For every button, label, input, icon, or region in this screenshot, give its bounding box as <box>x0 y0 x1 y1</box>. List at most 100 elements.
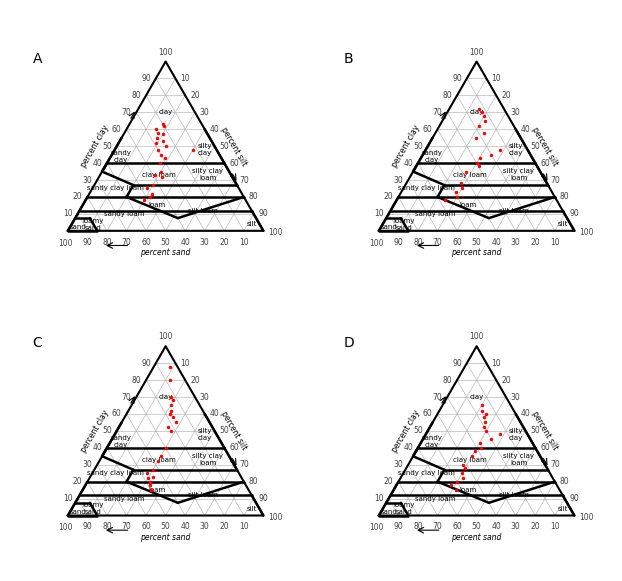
Text: 40: 40 <box>210 410 220 418</box>
Text: 70: 70 <box>550 175 560 185</box>
Text: sandy clay loam: sandy clay loam <box>87 185 144 192</box>
Text: A: A <box>33 52 42 66</box>
Text: 80: 80 <box>102 522 112 532</box>
Text: B: B <box>344 52 353 66</box>
Text: 100: 100 <box>369 239 384 248</box>
Text: 30: 30 <box>511 393 521 401</box>
Text: 40: 40 <box>403 443 413 452</box>
Text: 80: 80 <box>413 522 423 532</box>
Text: 90: 90 <box>83 522 92 532</box>
Text: silty clay
loam: silty clay loam <box>503 168 534 181</box>
Text: 90: 90 <box>259 209 268 218</box>
Text: 20: 20 <box>220 522 229 532</box>
Text: 30: 30 <box>83 175 92 185</box>
Text: 60: 60 <box>229 159 239 167</box>
Text: 10: 10 <box>550 522 560 532</box>
Text: sandy clay loam: sandy clay loam <box>87 470 144 476</box>
Text: 20: 20 <box>501 91 511 100</box>
Text: 10: 10 <box>491 358 501 368</box>
Text: 30: 30 <box>200 108 210 117</box>
Text: sandy loam: sandy loam <box>415 211 456 217</box>
Text: 30: 30 <box>394 460 403 469</box>
Text: 40: 40 <box>210 125 220 134</box>
Text: 50: 50 <box>102 426 112 435</box>
Text: 70: 70 <box>239 175 249 185</box>
Text: percent clay: percent clay <box>391 123 422 169</box>
Text: D: D <box>344 336 355 350</box>
Text: 60: 60 <box>229 443 239 452</box>
Text: 100: 100 <box>369 523 384 532</box>
Text: 10: 10 <box>180 74 190 83</box>
Text: loamy
sand: loamy sand <box>83 217 104 231</box>
Text: 30: 30 <box>200 522 210 532</box>
Text: 90: 90 <box>141 74 151 83</box>
Text: 60: 60 <box>452 522 462 532</box>
Text: loam: loam <box>148 487 165 493</box>
Text: 40: 40 <box>92 159 102 167</box>
Text: silt loam: silt loam <box>188 207 218 213</box>
Text: 20: 20 <box>190 91 200 100</box>
Text: percent silt: percent silt <box>220 125 249 167</box>
Text: sandy loam: sandy loam <box>104 496 145 501</box>
Text: loamy
sand: loamy sand <box>83 502 104 515</box>
Text: 100: 100 <box>268 513 283 522</box>
Text: sandy clay loam: sandy clay loam <box>398 470 455 476</box>
Text: 100: 100 <box>470 332 484 341</box>
Text: 70: 70 <box>122 238 131 247</box>
Text: sand: sand <box>69 509 86 515</box>
Text: silty
clay: silty clay <box>197 428 212 441</box>
Text: loam: loam <box>148 202 165 209</box>
Text: sand: sand <box>380 509 397 515</box>
Text: 10: 10 <box>239 522 249 532</box>
Text: 100: 100 <box>58 239 73 248</box>
Text: 80: 80 <box>560 192 569 202</box>
Text: 10: 10 <box>550 238 560 247</box>
Text: clay: clay <box>470 109 484 115</box>
Text: 100: 100 <box>159 48 173 56</box>
Text: 10: 10 <box>374 209 384 218</box>
Text: 80: 80 <box>413 238 423 247</box>
Text: silt loam: silt loam <box>188 492 218 498</box>
Text: 50: 50 <box>160 522 170 532</box>
Text: clay loam: clay loam <box>142 172 175 178</box>
Text: 40: 40 <box>521 410 531 418</box>
Text: sandy
clay: sandy clay <box>110 435 131 447</box>
Text: 30: 30 <box>200 393 210 401</box>
Text: 40: 40 <box>491 238 501 247</box>
Text: 50: 50 <box>471 522 481 532</box>
Text: 70: 70 <box>433 522 442 532</box>
Text: 90: 90 <box>259 494 268 503</box>
Text: clay loam: clay loam <box>453 457 486 462</box>
Text: 80: 80 <box>102 238 112 247</box>
Text: 60: 60 <box>112 125 122 134</box>
Text: 10: 10 <box>63 494 73 503</box>
Text: 80: 80 <box>249 192 258 202</box>
Text: 20: 20 <box>531 522 540 532</box>
Text: 70: 70 <box>122 522 131 532</box>
Text: 30: 30 <box>394 175 403 185</box>
Text: percent silt: percent silt <box>531 410 560 452</box>
Text: 10: 10 <box>374 494 384 503</box>
Text: 40: 40 <box>491 522 501 532</box>
Text: 90: 90 <box>394 238 403 247</box>
Text: 20: 20 <box>384 192 394 202</box>
Text: 60: 60 <box>452 238 462 247</box>
Text: 40: 40 <box>92 443 102 452</box>
Text: 50: 50 <box>220 426 229 435</box>
Text: 50: 50 <box>531 142 540 150</box>
Text: 20: 20 <box>73 192 83 202</box>
Text: 20: 20 <box>531 238 540 247</box>
Text: 100: 100 <box>579 228 594 237</box>
Text: 90: 90 <box>452 358 462 368</box>
Text: sandy
clay: sandy clay <box>421 435 442 447</box>
Text: 60: 60 <box>423 410 433 418</box>
Text: silty clay
loam: silty clay loam <box>192 453 223 466</box>
Text: 70: 70 <box>433 393 442 401</box>
Text: percent clay: percent clay <box>80 123 111 169</box>
Text: 60: 60 <box>141 238 151 247</box>
Text: 100: 100 <box>579 513 594 522</box>
Text: C: C <box>33 336 42 350</box>
Text: sand: sand <box>380 224 397 231</box>
Text: 50: 50 <box>102 142 112 150</box>
Text: sandy
clay: sandy clay <box>110 150 131 163</box>
